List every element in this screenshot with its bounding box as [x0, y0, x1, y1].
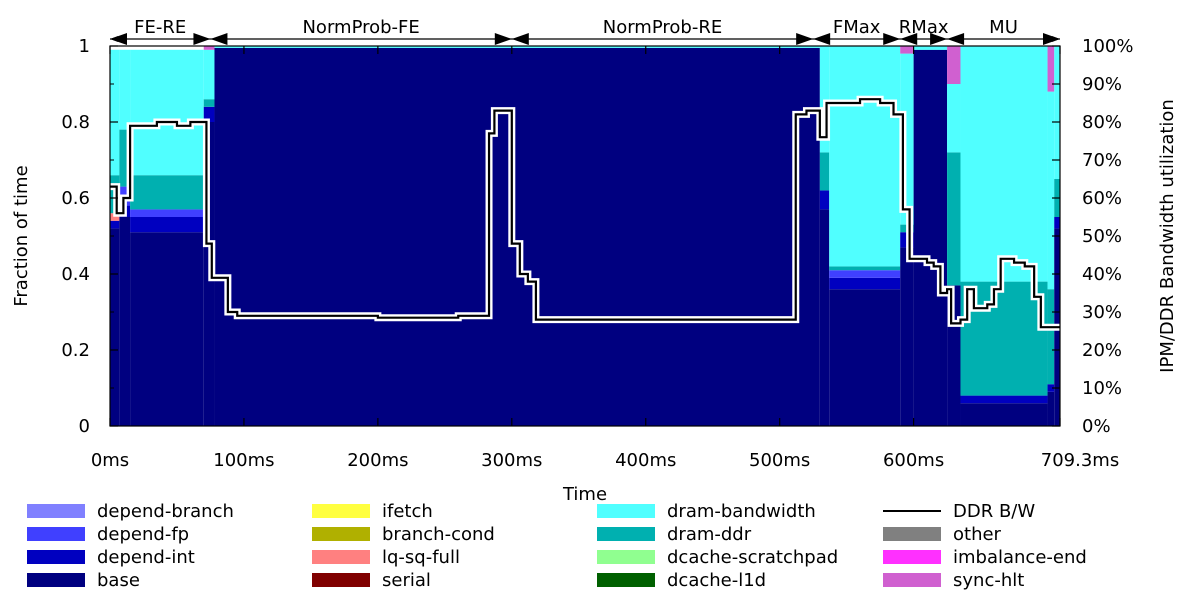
y2-axis-label: IPM/DDR Bandwidth utilization [1157, 99, 1178, 373]
y-tick-label: 0.4 [61, 264, 90, 285]
phase-annotations: FE-RE NormProb-FE NormProb-RE FMax RMax MU [110, 17, 1060, 45]
area-segment-dram-bandwidth [110, 49, 120, 176]
area-segment-base [110, 228, 120, 426]
area-segment-base [819, 209, 830, 426]
phase-label: FMax [833, 17, 881, 38]
y2-tick-label: 90% [1082, 74, 1122, 95]
area-segment-base [829, 289, 901, 426]
x-tick-label: 200ms [347, 450, 408, 471]
phase-arrowhead [883, 33, 901, 45]
x-axis-label: Time [562, 484, 607, 505]
area-segment-dram-bandwidth [214, 46, 820, 48]
area-segment-dram-bandwidth [203, 49, 215, 100]
phase-label: NormProb-FE [302, 17, 419, 38]
x-tick-label: 400ms [615, 450, 676, 471]
area-segment-dram-bandwidth [1047, 91, 1055, 290]
area-segment-dram-ddr [947, 152, 961, 286]
area-segment-base [913, 49, 948, 427]
x-tick-label: 300ms [481, 450, 542, 471]
y-tick-label: 1 [79, 36, 90, 57]
y-tick-label: 0.8 [61, 112, 90, 133]
area-segment-base [900, 247, 914, 426]
area-segment-dram-bandwidth [947, 84, 961, 153]
phase-edge-arrow [110, 36, 118, 42]
y-axis-label: Fraction of time [11, 165, 32, 306]
phase-arrowhead [210, 33, 228, 45]
area-segment-dram-bandwidth [913, 46, 948, 50]
phase-arrowhead [1043, 33, 1060, 45]
ddr-bw-series [110, 98, 1060, 329]
y-tick-label: 0.6 [61, 188, 90, 209]
area-segment-lq-sq-full [110, 213, 120, 221]
area-segment-dram-bandwidth [119, 49, 131, 130]
y2-tick-label: 40% [1082, 264, 1122, 285]
y2-tick-label: 70% [1082, 150, 1122, 171]
phase-label: MU [989, 17, 1018, 38]
phase-arrowhead [900, 33, 918, 45]
phase-label: RMax [899, 17, 949, 38]
area-segment-dram-ddr [203, 99, 215, 107]
area-segment-dram-ddr [819, 152, 830, 191]
area-segment-depend-int [1054, 217, 1060, 229]
area-segment-depend-fp [829, 270, 901, 278]
area-segment-dram-bandwidth [960, 46, 1048, 282]
area-segment-depend-int [130, 217, 204, 233]
x-tick-label: 0ms [91, 450, 129, 471]
phase-arrowhead [110, 33, 127, 45]
area-segment-depend-int [960, 395, 1048, 404]
phase-arrowhead [511, 33, 529, 45]
y2-tick-label: 10% [1082, 378, 1122, 399]
area-segment-base [130, 232, 204, 426]
area-segment-sync-hlt [900, 46, 914, 54]
y2-tick-label: 0% [1082, 416, 1111, 437]
x-tick-label: 709.3ms [1041, 450, 1119, 471]
y2-tick-label: 100% [1082, 36, 1133, 57]
area-segment-dram-bandwidth [819, 46, 830, 153]
area-segment-dram-ddr [130, 175, 204, 210]
x-tick-label: 500ms [749, 450, 810, 471]
phase-arrowhead [193, 33, 211, 45]
phase-arrowhead [813, 33, 831, 45]
phase-arrowhead [930, 33, 948, 45]
area-segment-base [960, 403, 1048, 426]
axes: 0ms 100ms 200ms 300ms 400ms 500ms 600ms 709.3ms… [11, 36, 1178, 505]
y2-tick-label: 60% [1082, 188, 1122, 209]
phase-label: NormProb-RE [603, 17, 722, 38]
y2-tick-label: 30% [1082, 302, 1122, 323]
ddr-bw-line [110, 95, 1060, 331]
area-segment-dram-bandwidth [829, 46, 901, 267]
phase-arrowhead [796, 33, 814, 45]
phase-edge-arrow [1052, 36, 1060, 42]
plot-area [110, 46, 1060, 427]
phase-label: FE-RE [134, 17, 186, 38]
area-segment-sync-hlt [203, 46, 215, 50]
area-segment-dram-ddr [119, 129, 131, 187]
area-segment-depend-fp [130, 209, 204, 217]
area-segment-sync-hlt [1047, 46, 1055, 92]
area-segment-depend-int [829, 277, 901, 290]
phase-arrowhead [494, 33, 512, 45]
area-segment-depend-int [819, 190, 830, 210]
area-segment-depend-int [203, 106, 215, 122]
area-segment-base [119, 217, 131, 426]
area-segment-dram-ddr [829, 266, 901, 271]
y2-tick-label: 50% [1082, 226, 1122, 247]
area-segment-dram-bandwidth [130, 49, 204, 176]
y-tick-label: 0 [79, 416, 90, 437]
area-segment-dram-bandwidth [1054, 46, 1060, 179]
y2-tick-label: 80% [1082, 112, 1122, 133]
y2-tick-label: 20% [1082, 340, 1122, 361]
area-segment-base [214, 47, 820, 427]
x-tick-label: 100ms [213, 450, 274, 471]
area-segment-sync-hlt [947, 46, 961, 84]
phase-arrowhead [947, 33, 965, 45]
area-segment-depend-int [1047, 384, 1055, 392]
y-tick-label: 0.2 [61, 340, 90, 361]
area-segment-depend-int [110, 220, 120, 229]
area-segment-base [1047, 391, 1055, 426]
area-segment-dram-ddr [1047, 289, 1055, 385]
x-tick-label: 600ms [883, 450, 944, 471]
